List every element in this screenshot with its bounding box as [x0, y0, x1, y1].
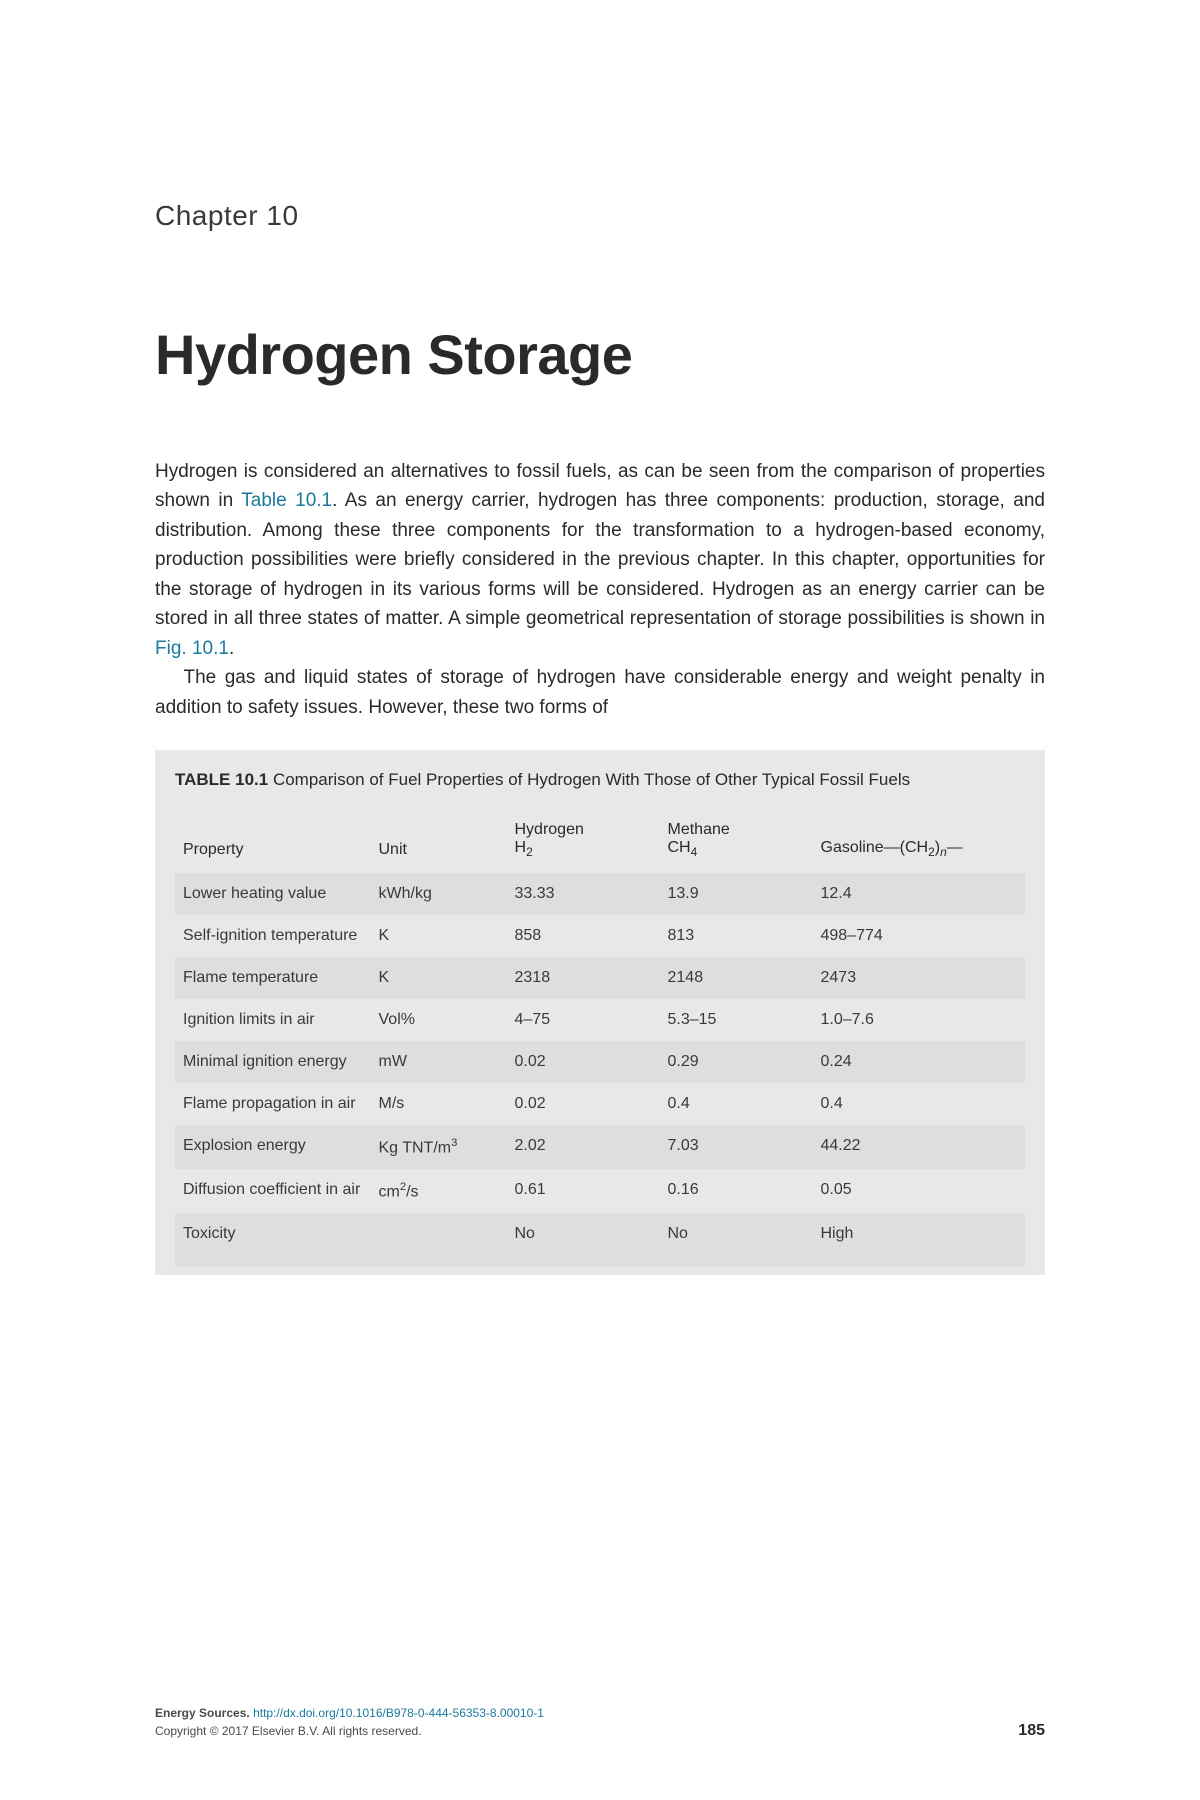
cell-unit: Vol%	[371, 999, 507, 1041]
cell-property: Flame temperature	[175, 957, 371, 999]
header-gasoline-pre: Gasoline—(CH	[821, 839, 929, 856]
cell-ch4: No	[660, 1213, 813, 1255]
header-methane-formula: CH	[668, 839, 691, 856]
cell-gas: 2473	[813, 957, 1026, 999]
cell-property: Lower heating value	[175, 873, 371, 915]
header-gasoline-sub1: 2	[928, 845, 935, 859]
header-hydrogen-label: Hydrogen	[515, 821, 584, 838]
footer-copyright: Copyright © 2017 Elsevier B.V. All right…	[155, 1724, 422, 1738]
cell-property: Explosion energy	[175, 1125, 371, 1169]
cell-unit: K	[371, 915, 507, 957]
cell-unit: cm2/s	[371, 1169, 507, 1213]
paragraph-2: The gas and liquid states of storage of …	[155, 663, 1045, 722]
cell-ch4: 0.16	[660, 1169, 813, 1213]
cell-h2: 2318	[507, 957, 660, 999]
cell-h2: No	[507, 1213, 660, 1255]
p1-text-c: .	[229, 638, 234, 659]
cell-unit: mW	[371, 1041, 507, 1083]
cell-ch4: 2148	[660, 957, 813, 999]
cell-ch4: 7.03	[660, 1125, 813, 1169]
header-property: Property	[175, 811, 371, 873]
table-10-1: TABLE 10.1 Comparison of Fuel Properties…	[155, 750, 1045, 1275]
table-row: Diffusion coefficient in aircm2/s0.610.1…	[175, 1169, 1025, 1213]
cell-ch4: 813	[660, 915, 813, 957]
cell-h2: 0.02	[507, 1041, 660, 1083]
table-bottom-bar	[175, 1255, 1025, 1267]
fuel-properties-table: Property Unit Hydrogen H2 Methane CH4 Ga…	[175, 811, 1025, 1256]
header-gasoline-post: —	[947, 839, 963, 856]
cell-property: Toxicity	[175, 1213, 371, 1255]
cell-ch4: 5.3–15	[660, 999, 813, 1041]
body-text: Hydrogen is considered an alternatives t…	[155, 457, 1045, 722]
page-footer: Energy Sources. http://dx.doi.org/10.101…	[155, 1704, 1045, 1740]
table-row: Lower heating valuekWh/kg33.3313.912.4	[175, 873, 1025, 915]
cell-gas: 44.22	[813, 1125, 1026, 1169]
table-row: Flame propagation in airM/s0.020.40.4	[175, 1083, 1025, 1125]
cell-unit: kWh/kg	[371, 873, 507, 915]
table-caption: TABLE 10.1 Comparison of Fuel Properties…	[175, 768, 1025, 793]
table-row: Self-ignition temperatureK858813498–774	[175, 915, 1025, 957]
cell-property: Ignition limits in air	[175, 999, 371, 1041]
cell-h2: 0.61	[507, 1169, 660, 1213]
page-number: 185	[1018, 1722, 1045, 1740]
cell-h2: 0.02	[507, 1083, 660, 1125]
cell-ch4: 0.29	[660, 1041, 813, 1083]
header-hydrogen: Hydrogen H2	[507, 811, 660, 873]
cell-gas: 498–774	[813, 915, 1026, 957]
cell-gas: High	[813, 1213, 1026, 1255]
cell-gas: 0.4	[813, 1083, 1026, 1125]
table-header-row: Property Unit Hydrogen H2 Methane CH4 Ga…	[175, 811, 1025, 873]
table-row: ToxicityNoNoHigh	[175, 1213, 1025, 1255]
cell-h2: 33.33	[507, 873, 660, 915]
footer-source-label: Energy Sources.	[155, 1706, 250, 1720]
header-unit: Unit	[371, 811, 507, 873]
cell-unit	[371, 1213, 507, 1255]
cell-gas: 0.24	[813, 1041, 1026, 1083]
paragraph-1: Hydrogen is considered an alternatives t…	[155, 457, 1045, 663]
cell-property: Flame propagation in air	[175, 1083, 371, 1125]
chapter-label: Chapter 10	[155, 200, 1045, 232]
cell-property: Diffusion coefficient in air	[175, 1169, 371, 1213]
chapter-title: Hydrogen Storage	[155, 322, 1045, 387]
table-row: Explosion energyKg TNT/m32.027.0344.22	[175, 1125, 1025, 1169]
table-row: Minimal ignition energymW0.020.290.24	[175, 1041, 1025, 1083]
cell-property: Self-ignition temperature	[175, 915, 371, 957]
cell-h2: 4–75	[507, 999, 660, 1041]
header-hydrogen-formula: H	[515, 839, 527, 856]
cell-gas: 1.0–7.6	[813, 999, 1026, 1041]
table-number: TABLE 10.1	[175, 770, 268, 789]
cell-h2: 2.02	[507, 1125, 660, 1169]
header-methane-label: Methane	[668, 821, 730, 838]
table-row: Flame temperatureK231821482473	[175, 957, 1025, 999]
cell-ch4: 13.9	[660, 873, 813, 915]
header-gasoline-sub2: n	[940, 845, 947, 859]
cell-gas: 0.05	[813, 1169, 1026, 1213]
cell-ch4: 0.4	[660, 1083, 813, 1125]
cell-unit: M/s	[371, 1083, 507, 1125]
cell-unit: Kg TNT/m3	[371, 1125, 507, 1169]
header-hydrogen-sub: 2	[526, 845, 533, 859]
table-caption-text: Comparison of Fuel Properties of Hydroge…	[273, 770, 910, 789]
table-ref-link[interactable]: Table 10.1	[241, 490, 332, 511]
cell-gas: 12.4	[813, 873, 1026, 915]
header-gasoline: Gasoline—(CH2)n—	[813, 811, 1026, 873]
cell-h2: 858	[507, 915, 660, 957]
header-methane-sub: 4	[691, 845, 698, 859]
footer-citation: Energy Sources. http://dx.doi.org/10.101…	[155, 1704, 1045, 1740]
figure-ref-link[interactable]: Fig. 10.1	[155, 638, 229, 659]
footer-doi-link[interactable]: http://dx.doi.org/10.1016/B978-0-444-563…	[253, 1706, 544, 1720]
cell-property: Minimal ignition energy	[175, 1041, 371, 1083]
table-row: Ignition limits in airVol%4–755.3–151.0–…	[175, 999, 1025, 1041]
header-methane: Methane CH4	[660, 811, 813, 873]
cell-unit: K	[371, 957, 507, 999]
